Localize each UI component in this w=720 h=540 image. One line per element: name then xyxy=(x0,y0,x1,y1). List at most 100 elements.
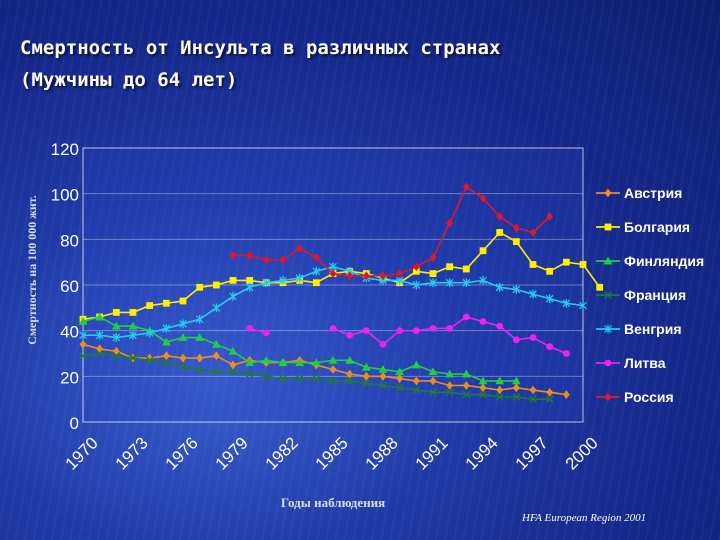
data-point xyxy=(479,318,487,325)
data-point xyxy=(496,229,504,236)
source-note: HFA European Region 2001 xyxy=(522,512,647,524)
series-Венгрия xyxy=(79,262,587,342)
data-point xyxy=(128,321,138,330)
legend-marker xyxy=(604,188,612,198)
data-point xyxy=(212,303,221,313)
data-point xyxy=(195,314,204,324)
data-point xyxy=(495,282,504,292)
data-point xyxy=(512,238,520,246)
series-Финляндия xyxy=(78,312,521,385)
legend-label: Австрия xyxy=(624,185,682,201)
data-point xyxy=(579,261,587,268)
data-point xyxy=(511,376,521,385)
data-point xyxy=(79,330,87,340)
data-point xyxy=(346,271,354,281)
data-point xyxy=(412,267,420,275)
data-point xyxy=(295,273,304,283)
data-point xyxy=(245,370,254,378)
data-point xyxy=(529,289,537,299)
data-point xyxy=(229,277,237,284)
y-axis-label: Смертность на 100 000 жит. xyxy=(25,195,39,345)
x-tick-label: 1973 xyxy=(112,433,152,473)
y-tick-label: 100 xyxy=(51,186,79,205)
data-point xyxy=(312,279,320,287)
data-point xyxy=(312,374,321,383)
data-point xyxy=(445,278,454,288)
data-point xyxy=(278,358,288,367)
data-point xyxy=(178,333,188,341)
data-point xyxy=(362,379,371,388)
data-point xyxy=(95,330,104,340)
data-point xyxy=(429,270,437,277)
x-tick-labels: 1970 1973 1976 1979 1982 1985 1988 1991 1994 1997… xyxy=(62,433,602,473)
data-point xyxy=(262,372,271,381)
data-point xyxy=(279,374,287,383)
data-point xyxy=(412,262,420,272)
legend-label: Россия xyxy=(624,389,674,405)
data-point xyxy=(412,376,420,386)
data-point xyxy=(512,285,521,294)
data-point xyxy=(546,212,554,221)
data-point xyxy=(212,367,221,376)
data-point xyxy=(395,367,405,376)
data-point xyxy=(79,351,87,360)
data-point xyxy=(529,395,537,404)
legend-item: Литва xyxy=(596,355,666,371)
data-point xyxy=(445,369,455,378)
data-point xyxy=(562,298,571,308)
title-line-1: Смертность от Инсульта в различных стран… xyxy=(20,37,501,59)
page-title: Смертность от Инсульта в различных стран… xyxy=(20,32,500,96)
data-point xyxy=(246,324,254,332)
data-point xyxy=(428,367,438,376)
data-point xyxy=(396,269,404,278)
data-point xyxy=(179,363,187,372)
data-point xyxy=(429,278,437,288)
x-tick-label: 1982 xyxy=(262,433,302,473)
data-point xyxy=(229,360,237,370)
legend-label: Литва xyxy=(624,355,666,371)
data-point xyxy=(312,253,320,262)
data-point xyxy=(429,376,437,386)
legend-label: Венгрия xyxy=(624,321,682,337)
x-tick-label: 1979 xyxy=(212,433,252,473)
data-point xyxy=(145,356,154,365)
data-point xyxy=(479,193,487,203)
data-point xyxy=(579,301,587,310)
data-point xyxy=(362,327,370,335)
legend-item: Россия xyxy=(596,389,674,405)
data-point xyxy=(462,265,470,273)
data-point xyxy=(78,317,88,325)
data-point xyxy=(246,277,254,284)
data-point xyxy=(311,358,321,367)
data-point xyxy=(411,360,421,369)
data-point xyxy=(562,390,570,399)
data-point xyxy=(329,324,337,332)
y-tick-label: 20 xyxy=(60,368,79,387)
y-tick-label: 80 xyxy=(60,231,79,250)
legend-marker xyxy=(604,359,612,367)
data-point xyxy=(162,358,171,367)
data-point xyxy=(229,250,237,260)
legend: Австрия Болгария Финляндия Франция Венгрия Ли… xyxy=(596,185,704,405)
data-point xyxy=(245,282,254,292)
x-tick-label: 2000 xyxy=(562,433,602,473)
data-point xyxy=(379,340,387,348)
legend-marker xyxy=(604,291,612,299)
data-point xyxy=(446,218,454,228)
data-point xyxy=(396,374,404,384)
legend-marker xyxy=(604,392,612,402)
data-point xyxy=(262,255,270,265)
data-point xyxy=(196,353,204,363)
data-point xyxy=(478,376,488,385)
legend-item: Франция xyxy=(596,287,686,303)
data-point xyxy=(479,383,487,393)
data-point xyxy=(196,283,204,291)
data-point xyxy=(212,281,220,289)
series-Франция xyxy=(79,349,554,404)
data-point xyxy=(512,336,520,344)
data-point xyxy=(162,351,170,361)
data-point xyxy=(496,385,504,395)
data-point xyxy=(462,182,470,192)
data-point xyxy=(361,362,371,371)
